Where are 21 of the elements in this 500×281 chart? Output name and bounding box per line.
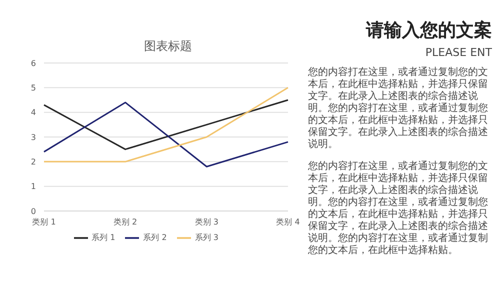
text: PLEASE ENT (424, 46, 492, 59)
y-tick-label: 5 (30, 84, 36, 93)
text: 请输入您的文案 (364, 19, 492, 42)
legend-label: 系列 1 (92, 233, 116, 242)
text: 您的内容打在这里，或者通过复制您的文本后，在此框中选择粘贴，并选择只保留文字，在此录入上述图表的综合描述说明。您的内容打在这里，或者通过复制您的文本后，在此框中选择粘贴，并选择只保留文字，在此录入上述图表的综合描述说明。您的内容打在这里，或者通过复制您的文本后，在此框中选择粘贴。 (308, 161, 489, 257)
y-tick-label: 1 (30, 182, 36, 192)
y-tick-label: 6 (30, 58, 36, 68)
x-tick-label: 类别 3 (194, 218, 218, 227)
legend-label: 系列 2 (143, 233, 167, 242)
text: 您的内容打在这里，或者通过复制您的文本后，在此框中选择粘贴，并选择只保留文字。在此录入上述图表的综合描述说明。您的内容打在这里，或者通过复制您的文本后，在此框中选择粘贴，并选择只保留文字。在此录入上述图表的综合描述说明。 (308, 67, 489, 151)
line-series (43, 102, 289, 168)
chart-title: 图表标题 (143, 38, 193, 55)
y-tick-label: 0 (30, 206, 36, 216)
x-tick-label: 类别 1 (32, 218, 56, 227)
legend-label: 系列 3 (194, 233, 218, 242)
x-tick-label: 类别 4 (276, 218, 300, 227)
y-tick-label: 2 (30, 158, 36, 167)
line-series (43, 99, 289, 150)
y-tick-label: 3 (30, 132, 36, 142)
y-tick-label: 4 (30, 108, 36, 118)
x-tick-label: 类别 2 (114, 218, 138, 227)
